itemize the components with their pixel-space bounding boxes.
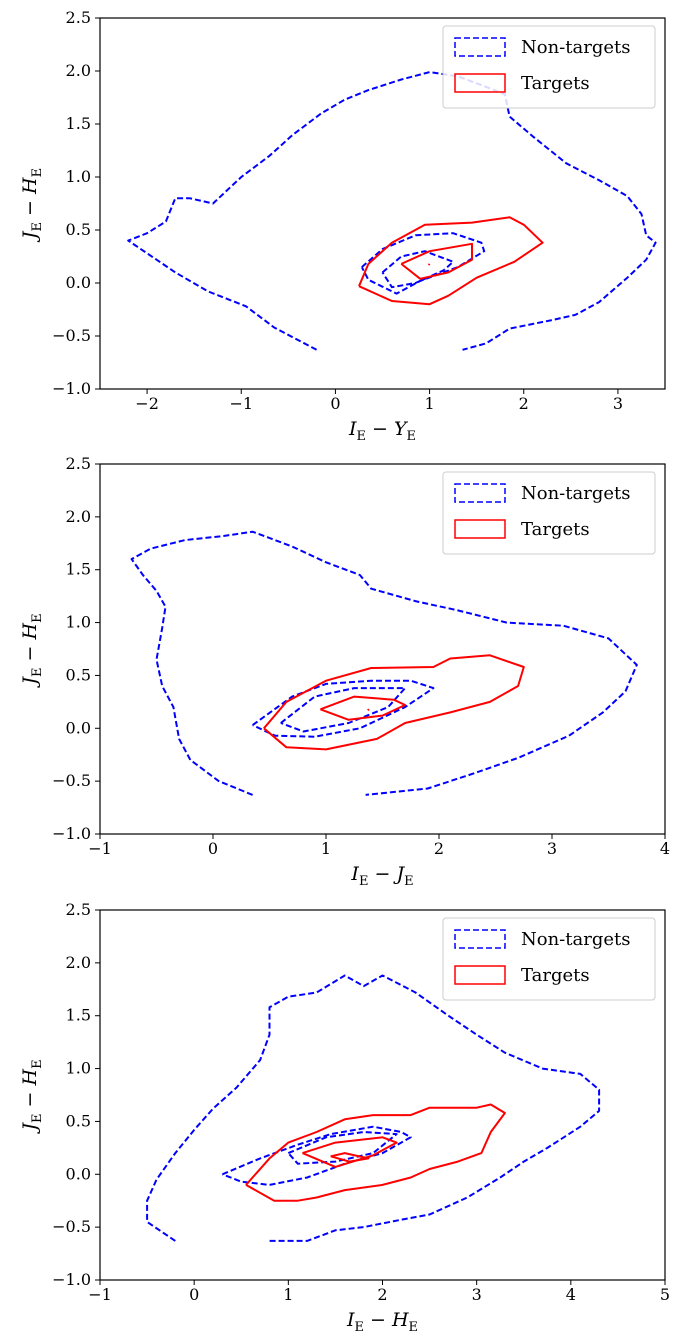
legend-swatch-targets bbox=[454, 519, 506, 539]
legend-box bbox=[442, 25, 656, 109]
y-tick-label: −1.0 bbox=[52, 1270, 91, 1289]
legend: Non-targets Targets bbox=[442, 471, 656, 555]
legend-label-targets: Targets bbox=[521, 73, 590, 94]
plot-frame bbox=[99, 17, 666, 390]
chart-panel-2: −1 0 1 2 3 4 −1.0 −0.5 0.0 0.5 1.0 1.5 2.0 2.5 Non-tar… bbox=[19, 454, 670, 889]
legend-label-targets: Targets bbox=[521, 965, 590, 986]
targets-contour-3 bbox=[427, 263, 431, 266]
y-tick-label: 2.0 bbox=[66, 507, 91, 526]
y-tick-label: 2.0 bbox=[66, 953, 91, 972]
targets-contour-2 bbox=[400, 242, 473, 280]
chart-panel-3: −1 0 1 2 3 4 5 −1.0 −0.5 0.0 0.5 1.0 1.5 2.0 2.5 Non-ta… bbox=[19, 900, 670, 1335]
legend-box bbox=[442, 471, 656, 555]
non-targets-contour-3 bbox=[287, 1131, 398, 1165]
x-tick-label: −1 bbox=[88, 1285, 112, 1304]
targets-contour-1 bbox=[263, 654, 525, 751]
x-tick-label: 1 bbox=[424, 394, 434, 413]
y-tick-label: 0.0 bbox=[66, 273, 91, 292]
x-tick-label: 2 bbox=[377, 1285, 387, 1304]
y-axis-label: JE − HE bbox=[19, 1059, 45, 1134]
x-tick-label: 2 bbox=[434, 839, 444, 858]
plot-frame bbox=[99, 909, 666, 1281]
y-tick-label: 1.0 bbox=[66, 613, 91, 632]
x-tick-label: 1 bbox=[321, 839, 331, 858]
x-tick-label: −1 bbox=[229, 394, 253, 413]
y-axis-label: JE − HE bbox=[19, 613, 45, 688]
x-tick-label: 4 bbox=[566, 1285, 576, 1304]
legend-swatch-non-targets bbox=[454, 483, 506, 503]
legend: Non-targets Targets bbox=[442, 25, 656, 109]
y-tick-label: 0.5 bbox=[66, 665, 91, 684]
non-targets-contour-2 bbox=[252, 679, 435, 738]
legend-label-non-targets: Non-targets bbox=[521, 929, 630, 950]
y-tick-label: −0.5 bbox=[52, 771, 91, 790]
y-tick-label: −1.0 bbox=[52, 379, 91, 398]
targets-contour-2 bbox=[302, 1136, 398, 1168]
non-targets-contour-1 bbox=[127, 71, 657, 351]
legend-box bbox=[442, 917, 656, 1001]
x-axis-label: IE − HE bbox=[346, 1309, 418, 1335]
y-tick-label: 1.0 bbox=[66, 167, 91, 186]
x-tick-label: 0 bbox=[330, 394, 340, 413]
non-targets-contour-3 bbox=[381, 250, 455, 289]
y-tick-label: 0.5 bbox=[66, 1111, 91, 1130]
legend-label-non-targets: Non-targets bbox=[521, 483, 630, 504]
legend-swatch-targets bbox=[454, 73, 506, 93]
x-tick-label: −1 bbox=[88, 839, 112, 858]
y-tick-label: 0.0 bbox=[66, 1164, 91, 1183]
x-tick-label: 3 bbox=[472, 1285, 482, 1304]
non-targets-contour-2 bbox=[360, 232, 486, 295]
x-tick-label: 3 bbox=[547, 839, 557, 858]
y-tick-label: 2.0 bbox=[66, 61, 91, 80]
non-targets-contour-3 bbox=[280, 687, 407, 733]
legend-swatch-non-targets bbox=[454, 37, 506, 57]
targets-contour-3 bbox=[367, 708, 370, 712]
x-tick-label: −2 bbox=[135, 394, 159, 413]
x-tick-label: 0 bbox=[189, 1285, 199, 1304]
x-tick-label: 4 bbox=[660, 839, 670, 858]
y-tick-label: 1.5 bbox=[66, 1006, 91, 1025]
legend-label-targets: Targets bbox=[521, 519, 590, 540]
targets-contour-3 bbox=[330, 1152, 370, 1163]
plot-frame bbox=[99, 463, 666, 835]
x-axis-label: IE − JE bbox=[350, 863, 413, 889]
y-tick-label: 2.5 bbox=[66, 8, 91, 27]
x-tick-label: 0 bbox=[208, 839, 218, 858]
x-axis-label: IE − YE bbox=[348, 418, 416, 444]
y-tick-label: 1.5 bbox=[66, 114, 91, 133]
legend-label-non-targets: Non-targets bbox=[521, 37, 630, 58]
chart-panel-1: −2 −1 0 1 2 3 −1.0 −0.5 0.0 0.5 1.0 1.5 2.0 2.5 Non-ta… bbox=[19, 8, 666, 444]
y-tick-label: 2.5 bbox=[66, 900, 91, 919]
y-tick-label: −1.0 bbox=[52, 824, 91, 843]
y-axis-label: JE − HE bbox=[19, 168, 45, 243]
legend-swatch-non-targets bbox=[454, 929, 506, 949]
non-targets-contour-2 bbox=[222, 1125, 412, 1186]
y-tick-label: 1.0 bbox=[66, 1059, 91, 1078]
y-tick-label: −0.5 bbox=[52, 326, 91, 345]
x-tick-label: 1 bbox=[283, 1285, 293, 1304]
legend-swatch-targets bbox=[454, 965, 506, 985]
x-tick-label: 5 bbox=[660, 1285, 670, 1304]
y-tick-label: 1.5 bbox=[66, 560, 91, 579]
targets-contour-1 bbox=[358, 216, 544, 306]
non-targets-contour-1 bbox=[130, 530, 638, 796]
targets-contour-1 bbox=[245, 1103, 506, 1202]
y-tick-label: −0.5 bbox=[52, 1217, 91, 1236]
x-tick-label: 2 bbox=[519, 394, 529, 413]
targets-contour-2 bbox=[320, 695, 407, 721]
x-tick-label: 3 bbox=[613, 394, 623, 413]
y-tick-label: 0.5 bbox=[66, 220, 91, 239]
legend: Non-targets Targets bbox=[442, 917, 656, 1001]
y-tick-label: 0.0 bbox=[66, 718, 91, 737]
non-targets-contour-1 bbox=[146, 974, 601, 1242]
y-tick-label: 2.5 bbox=[66, 454, 91, 473]
